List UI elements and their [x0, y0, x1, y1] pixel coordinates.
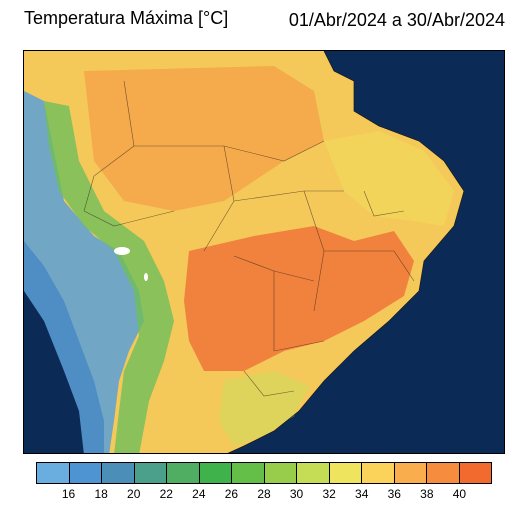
coastline	[227, 51, 465, 453]
colorbar-tick-label: 16	[61, 487, 76, 501]
south-region	[219, 371, 309, 446]
colorbar-segment	[427, 463, 460, 483]
colorbar-tick-label: 22	[159, 487, 173, 501]
colorbar-tick-label: 28	[257, 487, 271, 501]
boundaries	[83, 80, 415, 397]
lake-small	[144, 273, 148, 281]
northeast-region	[324, 131, 454, 226]
colorbar-segment	[394, 463, 427, 483]
colorbar-segment	[362, 463, 395, 483]
colorbar-tick-label: 40	[452, 487, 467, 501]
map-title: Temperatura Máxima [°C]	[24, 8, 229, 28]
temperature-map	[23, 50, 505, 454]
colorbar-tick-label: 18	[94, 487, 108, 501]
colorbar-segment	[134, 463, 167, 483]
colorbar-segment	[199, 463, 232, 483]
colorbar-tick-label: 38	[420, 487, 434, 501]
colorbar-segment	[69, 463, 102, 483]
colorbar-tick-label: 24	[192, 487, 206, 501]
colorbar-tick-label: 34	[355, 487, 369, 501]
central-hot-region	[184, 226, 414, 371]
colorbar-segment	[102, 463, 135, 483]
lake-titicaca	[114, 247, 130, 255]
andes-green-band	[44, 101, 174, 453]
colorbar-labels: 16 18 20 22 24 26 28 30 32 34 36 38 40	[36, 487, 492, 503]
colorbar-segment	[297, 463, 330, 483]
colorbar-segment	[37, 463, 70, 483]
period-label: 01/Abr/2024 a 30/Abr/2024	[288, 10, 505, 30]
colorbar-segment	[459, 463, 491, 483]
colorbar	[36, 462, 492, 484]
amazon-warm-region	[84, 66, 324, 211]
colorbar-tick-label: 26	[224, 487, 239, 501]
colorbar-tick-label: 30	[289, 487, 304, 501]
colorbar-segment	[167, 463, 200, 483]
colorbar-tick-label: 36	[387, 487, 401, 501]
colorbar-tick-label: 32	[322, 487, 336, 501]
colorbar-segment	[264, 463, 297, 483]
andes-cool-strip	[24, 91, 144, 453]
map-svg	[24, 51, 504, 453]
colorbar-segment	[329, 463, 362, 483]
colorbar-segment	[232, 463, 265, 483]
colorbar-tick-label: 20	[127, 487, 141, 501]
